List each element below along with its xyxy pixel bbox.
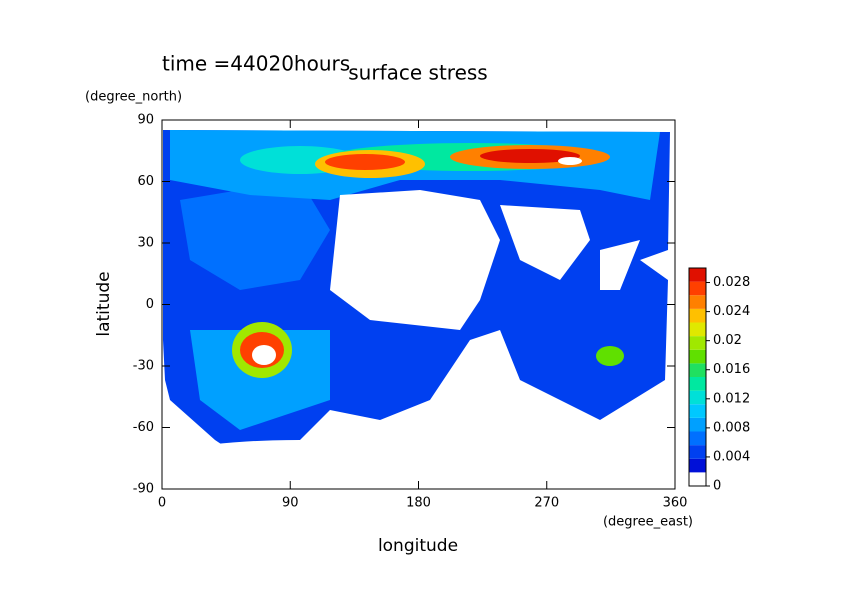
colorbar-band — [689, 417, 706, 432]
colorbar-tick-label: 0.008 — [713, 420, 750, 435]
colorbar-band — [689, 322, 706, 337]
y-unit: (degree_north) — [85, 90, 182, 105]
colorbar-frame — [688, 267, 707, 487]
colorbar-band — [689, 308, 706, 323]
colorbar-tick-label: 0.004 — [713, 449, 750, 464]
colorbar-band — [689, 268, 706, 282]
x-tick-label: 0 — [158, 496, 166, 511]
x-tick-label: 360 — [663, 496, 688, 511]
colorbar-tick-label: 0.02 — [713, 333, 742, 348]
y-tick-label: 90 — [137, 113, 154, 128]
y-tick-label: -60 — [133, 420, 154, 435]
x-tick-label: 90 — [282, 496, 299, 511]
y-tick-label: 60 — [137, 174, 154, 189]
colorbar-band — [689, 404, 706, 418]
colorbar-band — [689, 377, 706, 391]
x-tick-label: 180 — [406, 496, 431, 511]
colorbar-band — [689, 445, 706, 459]
colorbar-band — [689, 458, 706, 473]
colorbar-band — [689, 295, 706, 309]
chart-title: surface stress — [348, 61, 487, 85]
x-tick-label: 270 — [534, 496, 559, 511]
x-unit: (degree_east) — [603, 515, 693, 530]
y-tick-label: 30 — [137, 236, 154, 251]
colorbar-band — [689, 472, 706, 486]
colorbar-band — [689, 363, 706, 377]
annotation: time =44020hours — [162, 52, 350, 76]
colorbar-tick-label: 0.028 — [713, 275, 750, 290]
colorbar-tick-label: 0.016 — [713, 362, 750, 377]
y-tick-label: -90 — [133, 482, 154, 497]
colorbar-tick-label: 0.012 — [713, 391, 750, 406]
colorbar-band — [689, 349, 706, 364]
colorbar-band — [689, 281, 706, 296]
field — [162, 130, 670, 480]
colorbar-band — [689, 431, 706, 446]
colorbar-tick-label: 0.024 — [713, 304, 750, 319]
x-axis-label: longitude — [378, 536, 458, 556]
colorbar-tick-label: 0 — [713, 479, 721, 494]
y-tick-label: 0 — [146, 297, 154, 312]
colorbar-band — [689, 390, 706, 405]
colorbar-band — [689, 336, 706, 350]
y-tick-label: -30 — [133, 359, 154, 374]
y-axis-label: latitude — [94, 271, 114, 336]
